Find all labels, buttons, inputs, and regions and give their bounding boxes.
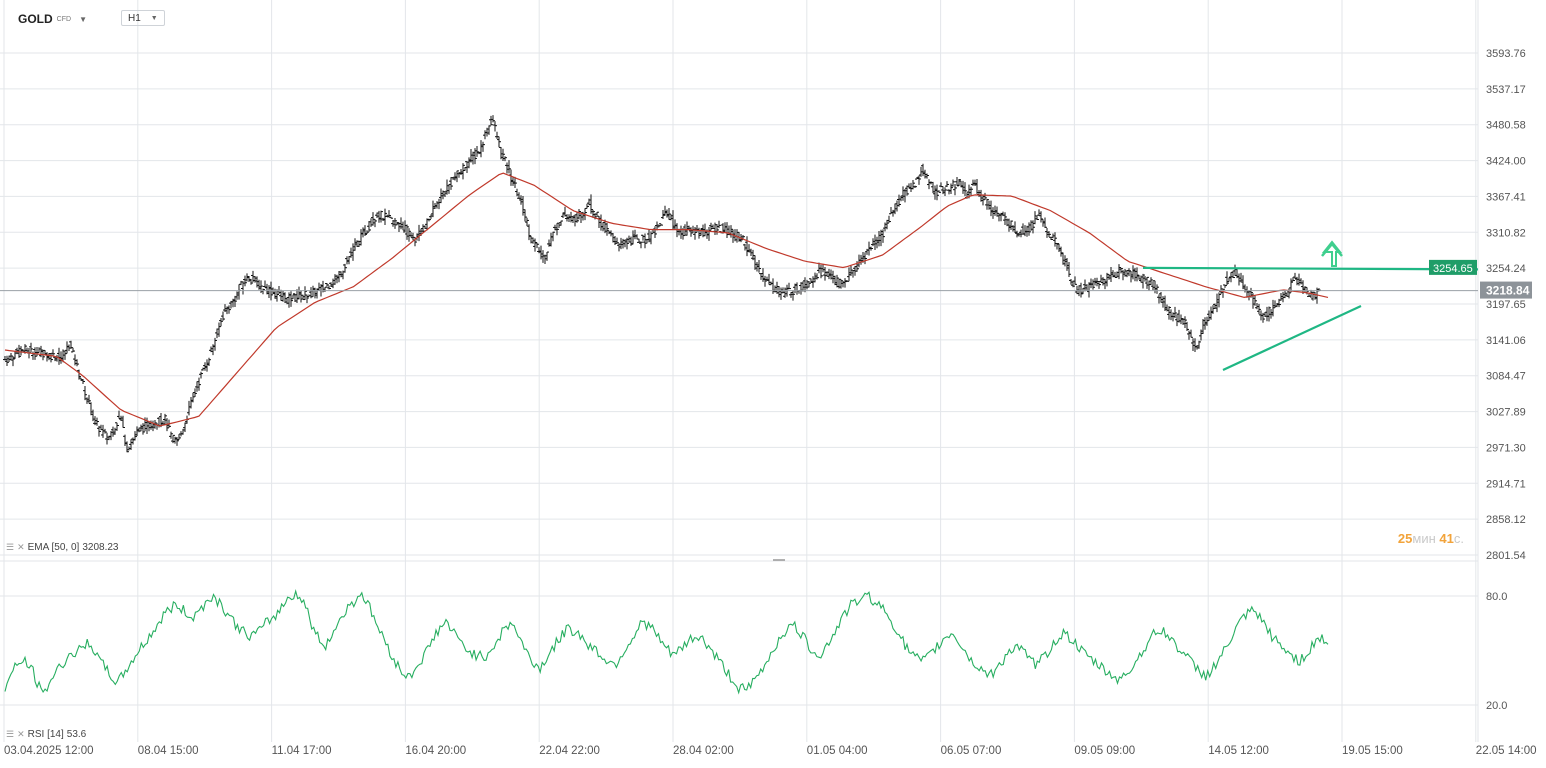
resistance-tag [1429, 259, 1477, 275]
x-tick-label: 22.04 22:00 [539, 745, 600, 757]
ema-label: EMA [50, 0] [27, 542, 80, 553]
grid [0, 0, 1479, 742]
rsi-line [4, 588, 1329, 695]
rsi-legend: ☰ ✕ RSI [14] 53.6 [6, 729, 86, 740]
x-tick-label: 03.04.2025 12:00 [4, 745, 94, 757]
y-tick-label: 3480.58 [1486, 120, 1526, 132]
rsi-tick-label: 80.0 [1486, 591, 1507, 603]
rsi-label: RSI [14] [27, 729, 64, 740]
candle-countdown: 25мин 41с. [1398, 531, 1464, 546]
y-tick-label: 3197.65 [1486, 299, 1526, 311]
timer-seconds: 41 [1439, 531, 1454, 546]
x-tick-label: 22.05 14:00 [1476, 745, 1537, 757]
chevron-down-icon: ▼ [79, 14, 87, 24]
rsi-value: 53.6 [66, 729, 87, 740]
x-tick-label: 16.04 20:00 [405, 745, 466, 757]
y-tick-label: 3537.17 [1486, 84, 1526, 96]
x-tick-label: 11.04 17:00 [272, 745, 332, 757]
timer-minutes: 25 [1397, 531, 1413, 546]
current-price-value: 3218.84 [1486, 284, 1530, 298]
ema-line [4, 172, 1329, 427]
menu-icon[interactable]: ☰ [6, 542, 15, 552]
timeframe-selector[interactable]: H1 ▼ [121, 10, 165, 26]
x-tick-label: 06.05 07:00 [941, 745, 1002, 757]
up-arrow-head [1321, 242, 1343, 257]
x-tick-label: 14.05 12:00 [1208, 745, 1269, 757]
resistance-value: 3254.65 [1433, 263, 1473, 275]
x-tick-label: 19.05 15:00 [1342, 745, 1403, 757]
y-tick-label: 3424.00 [1486, 156, 1526, 168]
symbol-name: GOLD [18, 12, 53, 26]
y-tick-label: 3310.82 [1486, 227, 1526, 239]
y-tick-label: 3254.24 [1486, 263, 1526, 275]
close-icon[interactable]: ✕ [17, 729, 25, 739]
y-tick-label: 3141.06 [1486, 335, 1526, 347]
y-tick-label: 2914.71 [1486, 478, 1526, 490]
timeframe-value: H1 [128, 12, 141, 24]
x-tick-label: 01.05 04:00 [807, 745, 868, 757]
current-price-tag [1480, 281, 1532, 299]
x-tick-label: 08.04 15:00 [138, 745, 199, 757]
symbol-type: CFD [56, 15, 72, 23]
menu-icon[interactable]: ☰ [6, 729, 15, 739]
ema-legend: ☰ ✕ EMA [50, 0] 3208.23 [6, 542, 118, 553]
timer-seconds-unit: с. [1453, 531, 1464, 546]
timer-minutes-unit: мин [1412, 531, 1436, 546]
rsi-y-axis: 80.0 20.0 [0, 591, 1507, 712]
x-tick-label: 09.05 09:00 [1074, 745, 1135, 757]
x-tick-label: 28.04 02:00 [673, 745, 734, 757]
symbol-selector[interactable]: GOLD CFD ▼ [18, 10, 87, 28]
y-tick-label: 2971.30 [1486, 442, 1526, 454]
chevron-down-icon: ▼ [150, 14, 158, 22]
y-tick-label: 3367.41 [1486, 191, 1526, 203]
support-trendline[interactable] [1222, 305, 1362, 371]
y-tick-label: 3027.89 [1486, 407, 1526, 419]
resistance-line[interactable] [1142, 266, 1479, 271]
close-icon[interactable]: ✕ [17, 542, 25, 552]
up-arrow-icon [1321, 240, 1343, 267]
y-tick-label: 2858.12 [1486, 514, 1526, 526]
y-tick-label: 2801.54 [1486, 550, 1526, 562]
price-series [3, 115, 1321, 453]
x-axis: 03.04.2025 12:00 08.04 15:00 11.04 17:00 16… [4, 745, 1537, 757]
y-tick-label: 3084.47 [1486, 371, 1526, 383]
rsi-tick-label: 20.0 [1486, 700, 1507, 712]
ema-value: 3208.23 [82, 542, 119, 553]
y-tick-label: 3593.76 [1486, 48, 1526, 60]
y-axis: 3593.76 3537.17 3480.58 3424.00 3367.41 3310.… [1486, 48, 1526, 562]
